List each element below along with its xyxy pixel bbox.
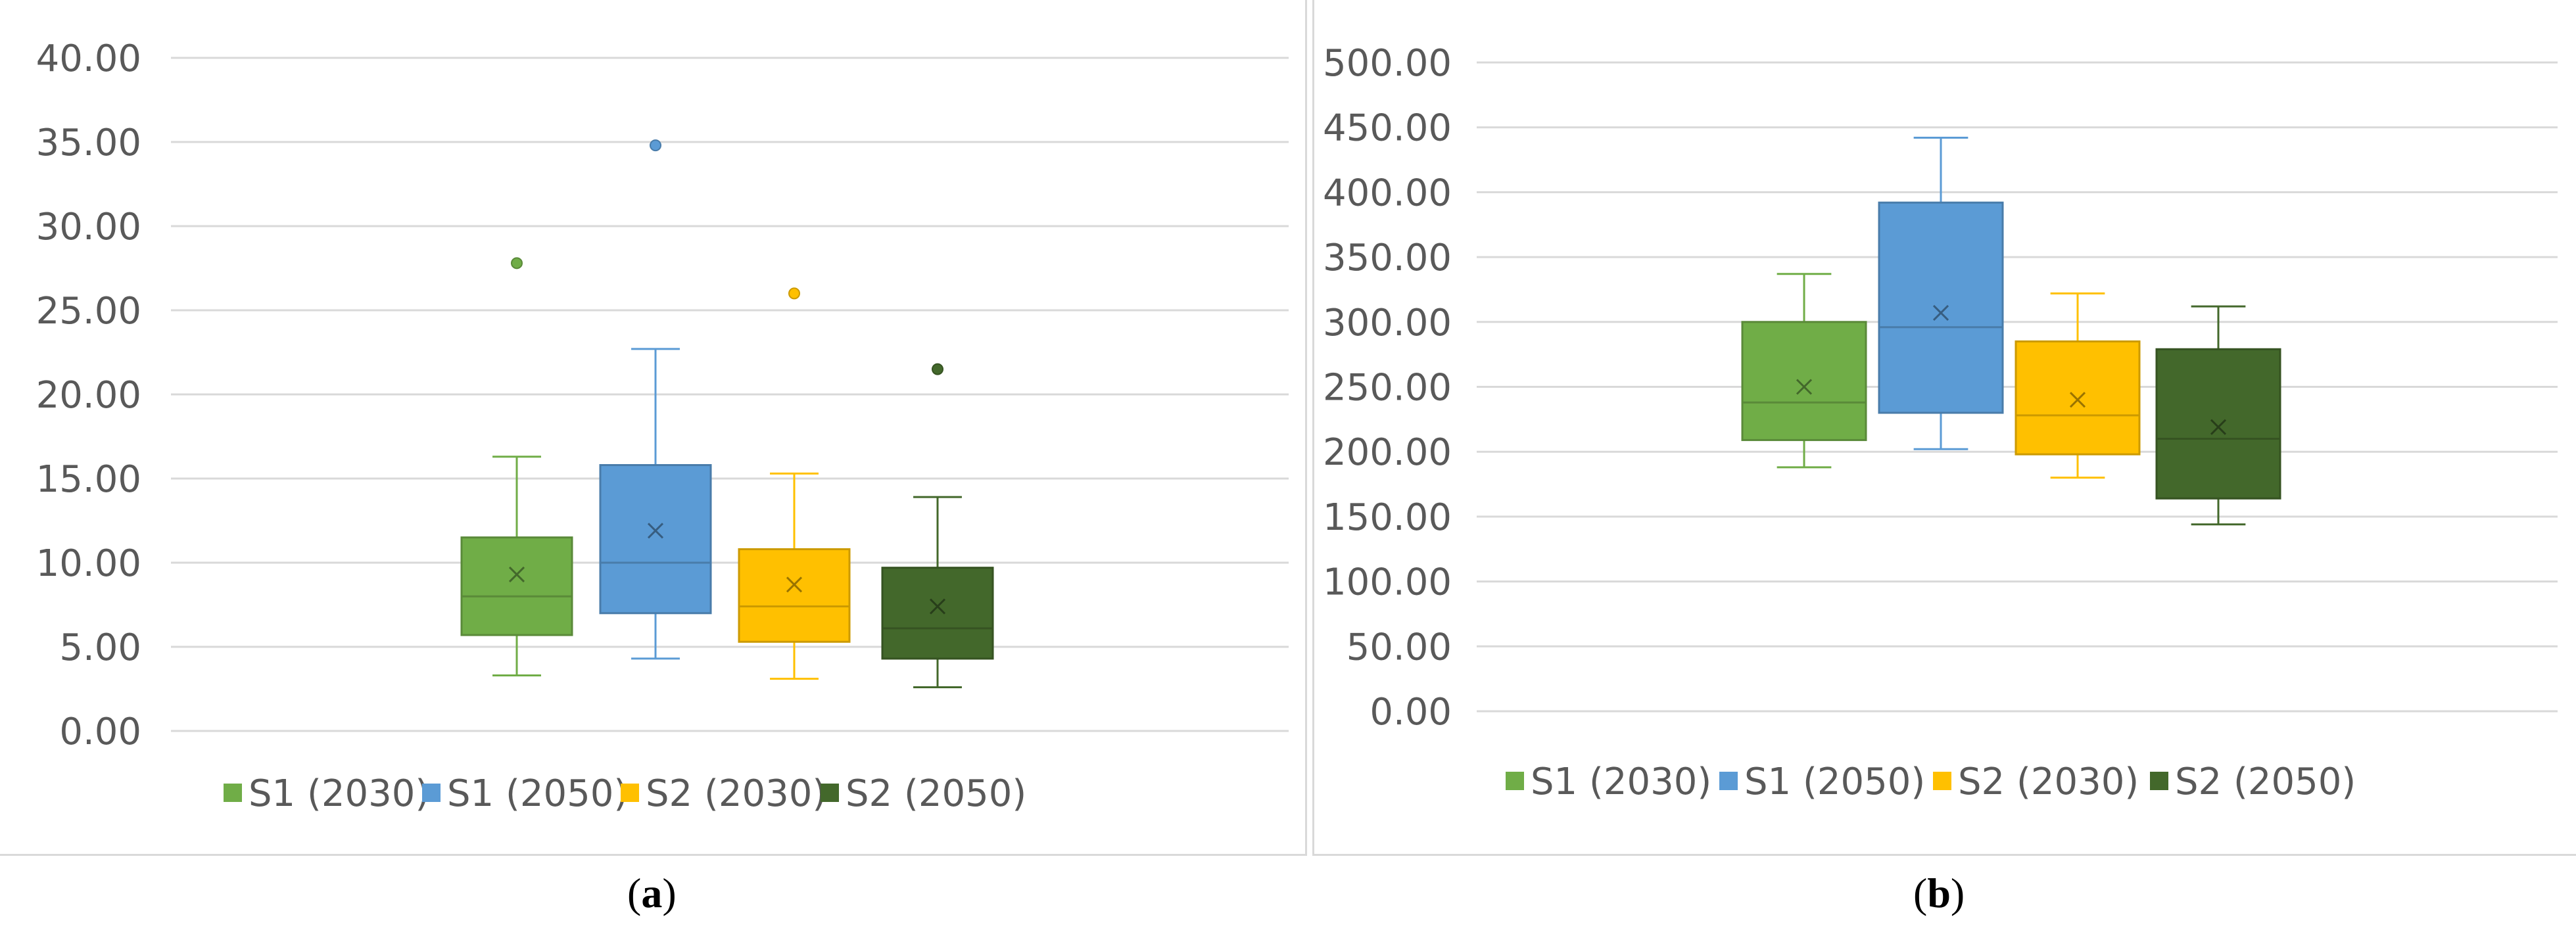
chart-a-legend-swatch xyxy=(821,784,839,802)
chart-a-box xyxy=(881,567,994,660)
chart-b-box xyxy=(2015,340,2141,456)
chart-a-outlier-point xyxy=(511,257,523,270)
chart-a-legend-label: S1 (2050) xyxy=(447,772,628,815)
chart-a-legend-label: S1 (2030) xyxy=(249,772,429,815)
chart-a-y-tick-label: 15.00 xyxy=(36,458,141,501)
chart-a-y-tick-label: 10.00 xyxy=(36,542,141,585)
chart-a-box xyxy=(460,536,573,636)
chart-a-mean-marker xyxy=(508,566,525,582)
chart-a-mean-marker xyxy=(786,576,803,593)
chart-a-legend-label: S2 (2050) xyxy=(846,772,1026,815)
chart-b-legend-swatch xyxy=(1719,772,1738,790)
chart-a-y-tick-label: 5.00 xyxy=(59,626,141,669)
chart-a-y-tick-label: 0.00 xyxy=(59,711,141,753)
chart-a-y-tick-label: 30.00 xyxy=(36,206,141,248)
panel-b-frame xyxy=(1312,0,2576,856)
chart-b-mean-marker xyxy=(2210,419,2227,435)
chart-b: 0.00 50.00 100.00 150.00 200.00 250.00 300.00 3… xyxy=(1323,42,2558,803)
chart-a-mean-marker xyxy=(647,523,664,539)
caption-a: (a) xyxy=(627,870,677,916)
chart-a-legend-swatch xyxy=(422,784,441,802)
chart-b-mean-marker xyxy=(2069,392,2086,408)
chart-b-y-tick-label: 350.00 xyxy=(1323,237,1452,279)
chart-b-legend-label: S2 (2050) xyxy=(2175,761,2356,803)
chart-a-box xyxy=(738,548,851,643)
chart-b-y-tick-label: 100.00 xyxy=(1323,561,1452,604)
chart-b-box xyxy=(1878,201,2004,414)
caption-b-letter: b xyxy=(1927,870,1951,916)
chart-b-legend-swatch xyxy=(1506,772,1524,790)
chart-a-outlier-point xyxy=(650,139,661,152)
chart-b-y-tick-label: 200.00 xyxy=(1323,431,1452,474)
chart-b-y-tick-label: 50.00 xyxy=(1347,626,1452,669)
chart-b-mean-marker xyxy=(1796,379,1813,395)
chart-b-legend-label: S1 (2050) xyxy=(1744,761,1925,803)
chart-b-legend-label: S2 (2030) xyxy=(1958,761,2139,803)
chart-b-y-tick-label: 150.00 xyxy=(1323,496,1452,539)
chart-a-box xyxy=(599,464,712,615)
chart-b-box xyxy=(2155,348,2281,500)
chart-b-y-tick-label: 0.00 xyxy=(1370,691,1452,734)
chart-a-legend-swatch xyxy=(621,784,639,802)
chart-a-legend-label: S2 (2030) xyxy=(646,772,826,815)
caption-a-letter: a xyxy=(641,870,663,916)
chart-b-box xyxy=(1741,321,1867,441)
chart-a-y-tick-label: 25.00 xyxy=(36,290,141,333)
chart-b-legend-label: S1 (2030) xyxy=(1531,761,1711,803)
chart-a-outlier-point xyxy=(932,363,943,375)
chart-a-mean-marker xyxy=(929,598,946,615)
chart-b-mean-marker xyxy=(1932,304,1949,321)
chart-b-legend-swatch xyxy=(1933,772,1951,790)
chart-a-y-tick-label: 35.00 xyxy=(36,122,141,164)
chart-a-y-tick-label: 40.00 xyxy=(36,37,141,80)
chart-a-legend-swatch xyxy=(224,784,242,802)
chart-b-y-tick-label: 250.00 xyxy=(1323,367,1452,410)
chart-a-y-tick-label: 20.00 xyxy=(36,374,141,417)
caption-b: (b) xyxy=(1913,870,1965,916)
chart-b-y-tick-label: 300.00 xyxy=(1323,302,1452,344)
chart-b-y-tick-label: 450.00 xyxy=(1323,107,1452,150)
chart-b-y-tick-label: 500.00 xyxy=(1323,42,1452,85)
chart-b-legend-swatch xyxy=(2150,772,2168,790)
chart-b-y-tick-label: 400.00 xyxy=(1323,172,1452,214)
chart-a-outlier-point xyxy=(788,287,800,300)
chart-a: 0.00 5.00 10.00 15.00 20.00 25.00 30.00 35.00 40… xyxy=(36,37,1289,815)
